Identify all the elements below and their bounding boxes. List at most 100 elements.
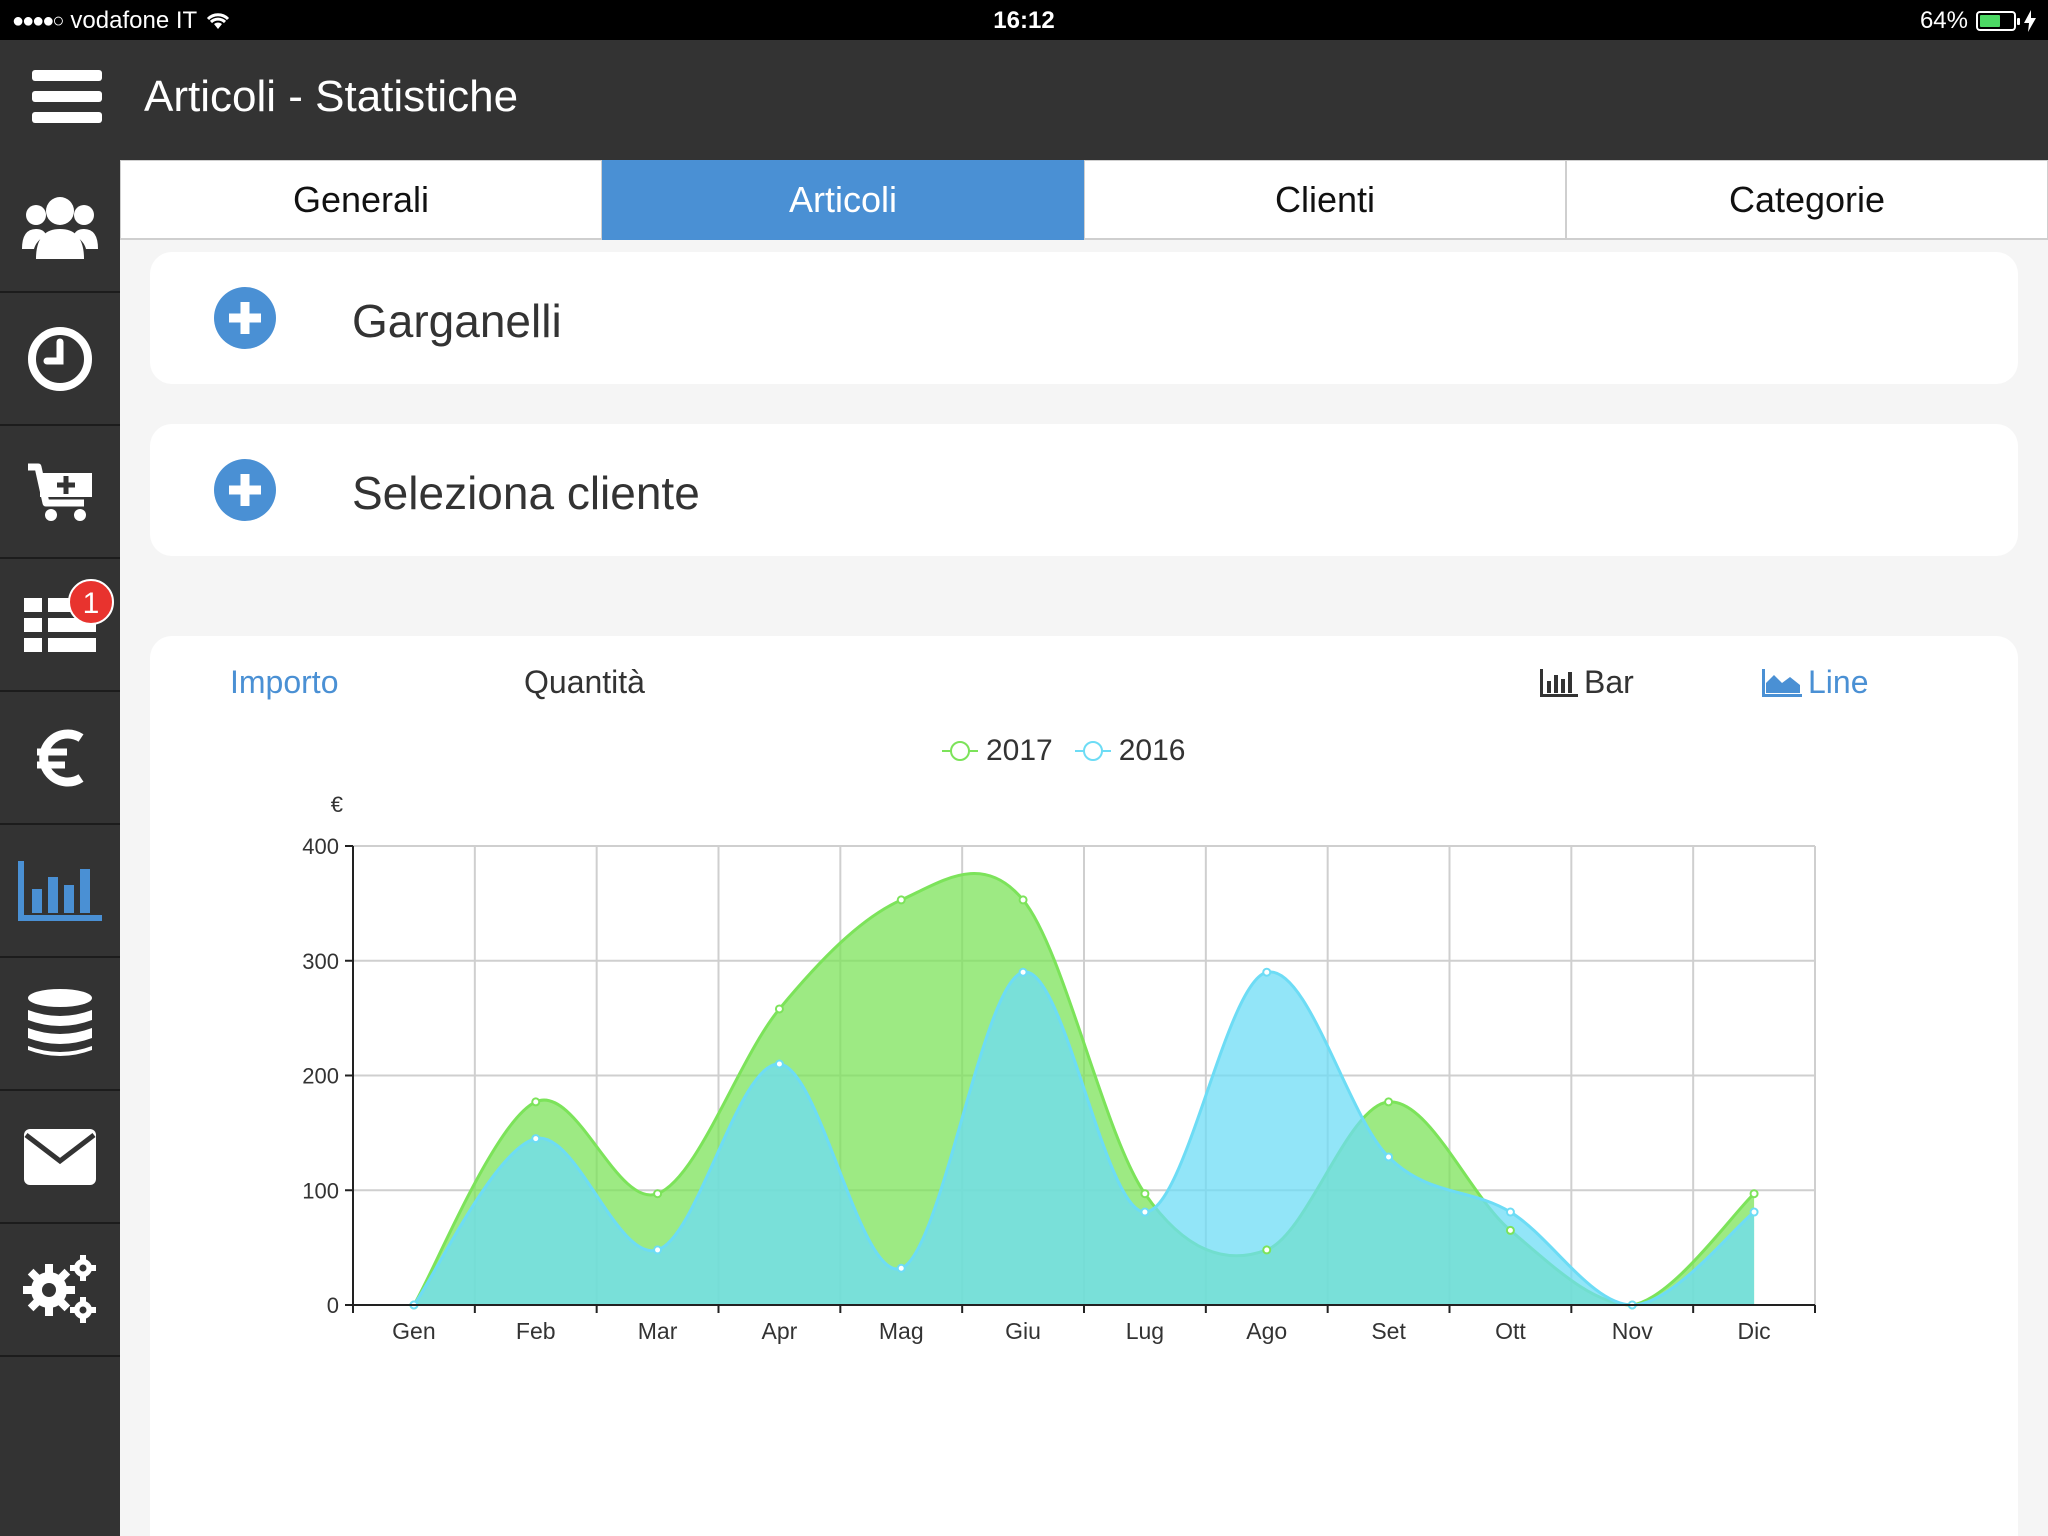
data-point-2017	[1140, 1189, 1150, 1199]
legend-item-2016[interactable]: 2016	[1074, 734, 1186, 768]
data-point-2017	[896, 895, 906, 905]
chart-type-bar-button[interactable]: Bar	[1540, 664, 1634, 701]
sidebar-item-settings[interactable]	[0, 1224, 120, 1357]
database-icon	[28, 988, 92, 1056]
app-header: Articoli - Statistiche	[0, 40, 2048, 160]
data-point-2016	[1384, 1152, 1394, 1162]
series-area-2016	[413, 971, 1755, 1305]
battery-fill	[1980, 15, 2001, 27]
chart-type-line-button[interactable]: Line	[1762, 664, 1869, 701]
chart-card: Importo Quantità Bar Line 2017 2016	[150, 636, 2018, 1536]
gears-icon	[23, 1254, 96, 1323]
bar-chart-icon	[18, 860, 102, 921]
metric-amount-toggle[interactable]: Importo	[230, 664, 339, 700]
bar-chart-icon	[1540, 669, 1578, 697]
x-tick-label: Nov	[1612, 1318, 1653, 1344]
line-label: Line	[1808, 664, 1869, 700]
client-name: Seleziona cliente	[352, 467, 700, 519]
status-bar: ●●●●○ vodafone IT 16:12 64%	[0, 0, 2048, 40]
y-tick-label: 400	[302, 834, 339, 859]
data-point-2017	[1749, 1189, 1759, 1199]
x-tick-label: Mar	[638, 1318, 678, 1344]
client-selector[interactable]: Seleziona cliente	[150, 424, 2018, 556]
data-point-2017	[1262, 1245, 1272, 1255]
sidebar: 1	[0, 160, 120, 1536]
article-name: Garganelli	[352, 295, 562, 347]
sidebar-item-history[interactable]	[0, 293, 120, 426]
area-chart: 0 100 200 300 400 € Gen Feb Mar Apr Mag Giu Lug Ago Se…	[302, 792, 1816, 1344]
sidebar-item-clients[interactable]	[0, 160, 120, 293]
data-point-2017	[653, 1189, 663, 1199]
data-point-2016	[1140, 1207, 1150, 1217]
add-circle-icon[interactable]	[214, 459, 276, 521]
data-point-2017	[1018, 895, 1028, 905]
x-tick-label: Giu	[1005, 1318, 1041, 1344]
y-tick-label: 100	[302, 1178, 339, 1203]
x-tick-label: Set	[1371, 1318, 1406, 1344]
chart-legend: 2017 2016	[942, 734, 1186, 768]
data-point-2016	[1749, 1207, 1759, 1217]
notification-badge: 1	[68, 579, 114, 625]
sidebar-item-orders[interactable]: 1	[0, 559, 120, 692]
x-tick-label: Apr	[762, 1318, 798, 1344]
carrier-label: vodafone IT	[70, 7, 198, 34]
legend-label-2016: 2016	[1118, 734, 1186, 767]
y-tick-label: 300	[302, 949, 339, 974]
article-selector[interactable]: Garganelli	[150, 252, 2018, 384]
metric-quantity-toggle[interactable]: Quantità	[524, 664, 645, 700]
sidebar-item-payments[interactable]	[0, 692, 120, 825]
y-tick-label: 200	[302, 1064, 339, 1089]
legend-item-2017[interactable]: 2017	[942, 734, 1053, 768]
add-circle-icon[interactable]	[214, 287, 276, 349]
x-tick-label: Feb	[516, 1318, 556, 1344]
page-title: Articoli - Statistiche	[144, 72, 519, 121]
data-point-2016	[1262, 967, 1272, 977]
clock-label: 16:12	[993, 7, 1055, 34]
tab-clienti[interactable]: Clienti	[1084, 160, 1566, 240]
x-tick-label: Ago	[1246, 1318, 1287, 1344]
tab-bar: Generali Articoli Clienti Categorie	[120, 160, 2048, 240]
legend-label-2017: 2017	[986, 734, 1053, 767]
tab-categorie[interactable]: Categorie	[1566, 160, 2048, 240]
sidebar-item-database[interactable]	[0, 958, 120, 1091]
x-tick-label: Gen	[392, 1318, 435, 1344]
x-tick-label: Ott	[1495, 1318, 1526, 1344]
sidebar-item-statistics[interactable]	[0, 825, 120, 958]
wifi-icon	[207, 13, 230, 29]
mail-icon	[24, 1128, 96, 1185]
legend-marker-2017	[942, 741, 978, 761]
signal-icon: ●●●●○	[12, 9, 64, 32]
data-point-2017	[1384, 1097, 1394, 1107]
tab-generali[interactable]: Generali	[120, 160, 602, 240]
status-left: ●●●●○ vodafone IT	[12, 7, 231, 35]
euro-icon	[37, 729, 84, 786]
x-tick-label: Dic	[1737, 1318, 1770, 1344]
clock-icon	[28, 326, 92, 391]
data-point-2017	[1505, 1225, 1515, 1235]
status-right: 64%	[1920, 7, 2036, 35]
data-point-2016	[1505, 1207, 1515, 1217]
charging-icon	[2024, 10, 2036, 32]
data-point-2017	[774, 1004, 784, 1014]
bar-label: Bar	[1584, 664, 1634, 700]
sidebar-item-messages[interactable]	[0, 1091, 120, 1224]
x-tick-label: Mag	[879, 1318, 924, 1344]
data-point-2016	[896, 1263, 906, 1273]
hamburger-menu-icon[interactable]	[32, 70, 102, 130]
x-tick-label: Lug	[1126, 1318, 1164, 1344]
cart-add-icon	[28, 463, 92, 521]
data-point-2016	[653, 1245, 663, 1255]
battery-percent: 64%	[1919, 7, 1968, 34]
data-point-2016	[774, 1059, 784, 1069]
area-chart-icon	[1762, 669, 1802, 697]
y-axis-label: €	[331, 792, 343, 817]
legend-marker-2016	[1074, 741, 1111, 761]
tab-articoli[interactable]: Articoli	[602, 160, 1084, 240]
data-point-2016	[531, 1134, 541, 1144]
data-point-2017	[531, 1097, 541, 1107]
battery-icon	[1976, 11, 2020, 31]
data-point-2016	[1018, 967, 1028, 977]
users-icon	[22, 196, 98, 259]
y-tick-label: 0	[327, 1293, 339, 1318]
sidebar-item-new-order[interactable]	[0, 426, 120, 559]
